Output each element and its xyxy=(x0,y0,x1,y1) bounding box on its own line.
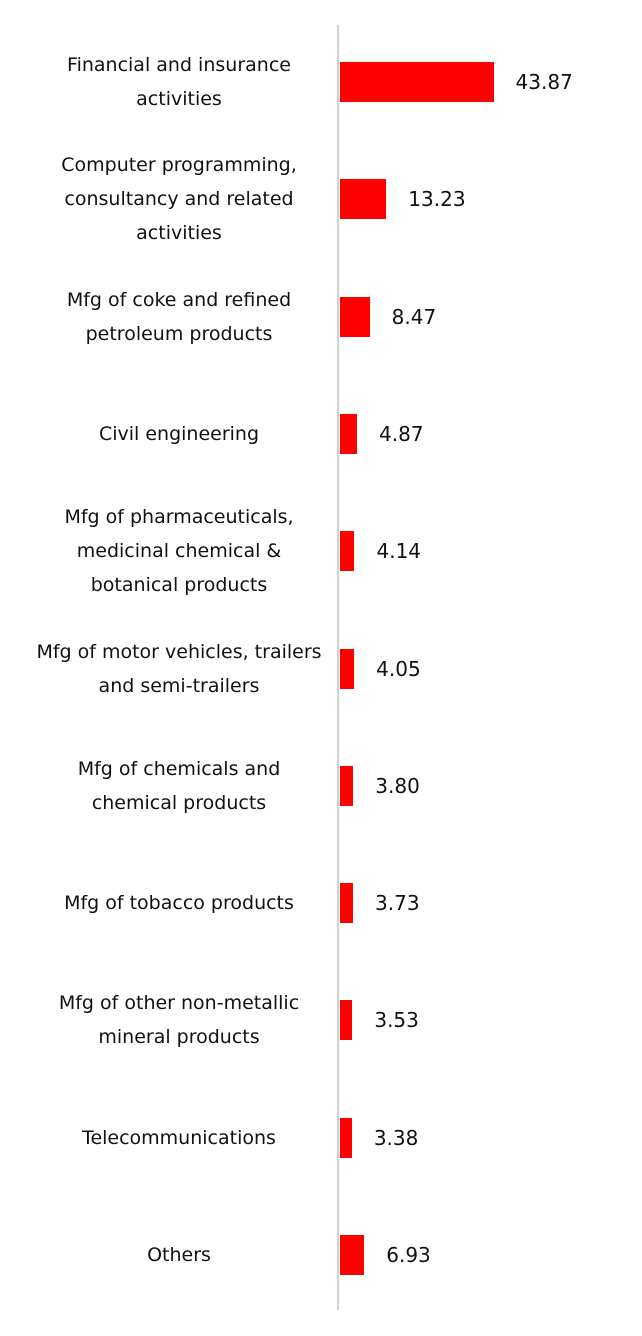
category-label: Mfg of pharmaceuticals, medicinal chemic… xyxy=(64,506,294,597)
bar xyxy=(340,1000,353,1041)
bar xyxy=(340,296,370,337)
category-label: Mfg of coke and refined petroleum produc… xyxy=(66,288,292,345)
category-label: Mfg of chemicals and chemical products xyxy=(77,757,281,814)
category-label: Others xyxy=(147,1244,211,1266)
bar xyxy=(340,1235,365,1275)
value-label: 4.05 xyxy=(376,656,421,681)
category-label: Mfg of other non-metallic mineral produc… xyxy=(58,992,300,1049)
bar xyxy=(340,62,494,102)
value-label: 4.14 xyxy=(376,539,422,564)
value-label: 3.73 xyxy=(375,891,420,916)
bar xyxy=(340,413,358,454)
bar xyxy=(340,531,355,572)
bar xyxy=(340,648,355,689)
bar xyxy=(340,765,354,806)
category-label: Financial and insurance activities xyxy=(67,54,291,110)
value-label: 13.23 xyxy=(408,187,466,212)
value-label: 3.80 xyxy=(375,773,420,798)
value-label: 8.47 xyxy=(391,304,437,329)
value-label: 43.87 xyxy=(515,70,573,94)
value-label: 3.38 xyxy=(373,1125,419,1150)
category-label: Mfg of motor vehicles, trailers and semi… xyxy=(36,640,322,697)
axis-line xyxy=(337,25,339,1310)
value-label: 3.53 xyxy=(374,1008,419,1033)
bar xyxy=(340,1117,352,1158)
bar xyxy=(340,179,387,220)
category-label: Civil engineering xyxy=(98,422,260,445)
category-label: Telecommunications xyxy=(82,1126,276,1149)
category-label: Computer programming, consultancy and re… xyxy=(61,154,297,245)
value-label: 4.87 xyxy=(379,421,424,446)
value-label: 6.93 xyxy=(386,1243,431,1267)
category-label: Mfg of tobacco products xyxy=(64,892,294,915)
bar xyxy=(340,883,354,924)
